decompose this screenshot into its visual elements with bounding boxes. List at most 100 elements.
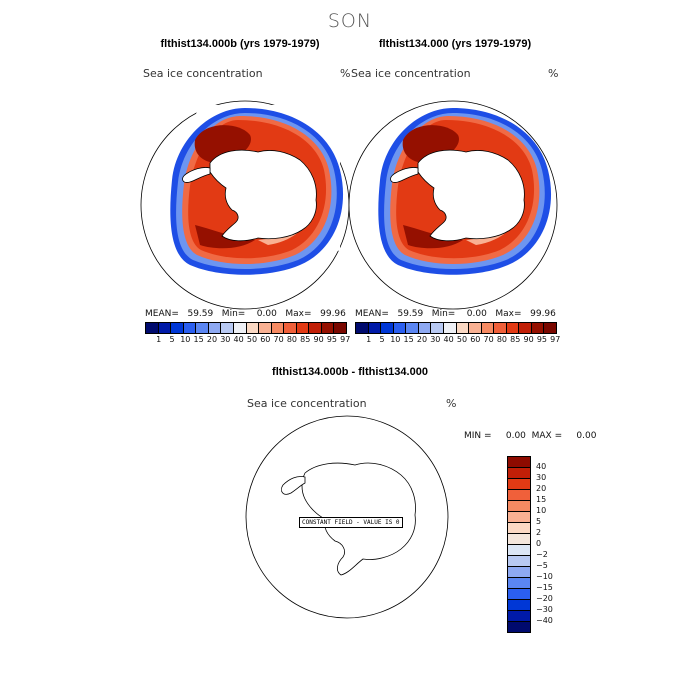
diff-colorbar-swatch (508, 567, 530, 578)
right-colorbar-swatch (393, 323, 407, 333)
diff-colorbar (507, 456, 531, 633)
left-tick-label: 60 (260, 335, 271, 344)
right-tick-label: 90 (523, 335, 534, 344)
diff-tick-label: −20 (536, 594, 553, 603)
left-tick-label: 40 (233, 335, 244, 344)
left-colorbar-swatch (196, 323, 209, 333)
diff-colorbar-swatch (508, 622, 530, 632)
right-tick-label: 5 (379, 335, 385, 344)
diff-colorbar-ticks: 40 30 20 15 10 5 2 0 −2 −5 −10 −15 −20 −… (536, 456, 576, 636)
diff-tick-label: −10 (536, 572, 553, 581)
diff-tick-label: 10 (536, 506, 547, 515)
diff-variable-label: Sea ice concentration (247, 397, 367, 410)
right-variable-label: Sea ice concentration (351, 67, 471, 80)
left-colorbar-swatch (334, 323, 346, 333)
diff-tick-label: −2 (536, 550, 548, 559)
right-colorbar-swatch (456, 323, 470, 333)
right-tick-label: 10 (390, 335, 401, 344)
right-tick-label: 50 (456, 335, 468, 344)
diff-colorbar-swatch (508, 490, 530, 501)
right-colorbar-swatch (443, 323, 457, 333)
left-tick-label: 90 (313, 335, 324, 344)
antarctic-peninsula (182, 167, 211, 183)
antarctica-landmass (209, 149, 317, 242)
left-polar-map (140, 100, 350, 310)
left-colorbar-swatch (284, 323, 297, 333)
right-colorbar-swatch (469, 323, 482, 333)
diff-panel-title: flthist134.000b - flthist134.000 (272, 366, 428, 378)
diff-tick-label: −15 (536, 583, 553, 592)
diff-colorbar-swatch (508, 589, 530, 600)
left-stats: MEAN= 59.59 Min= 0.00 Max= 99.96 (145, 309, 346, 319)
left-colorbar-swatch (221, 323, 234, 333)
diff-tick-label: 15 (536, 495, 547, 504)
antarctica-landmass (417, 149, 525, 242)
right-tick-label: 85 (510, 335, 521, 344)
antarctic-peninsula (390, 167, 419, 183)
left-tick-label: 80 (286, 335, 298, 344)
diff-colorbar-swatch (508, 556, 530, 567)
diff-colorbar-swatch (508, 468, 530, 479)
diff-colorbar-swatch (508, 578, 530, 589)
diff-colorbar-swatch (508, 479, 530, 490)
diff-tick-label: −40 (536, 616, 553, 625)
diff-colorbar-swatch (508, 545, 530, 556)
right-colorbar-swatch (418, 323, 432, 333)
left-colorbar-swatch (271, 323, 285, 333)
left-unit-label: % (340, 67, 351, 80)
left-colorbar-ticks: 1 5 10 15 20 30 40 50 60 70 80 85 90 95 … (152, 335, 352, 344)
diff-stats: MIN = 0.00 MAX = 0.00 (464, 431, 597, 441)
left-tick-label: 50 (246, 335, 258, 344)
right-colorbar-swatch (544, 323, 556, 333)
diff-colorbar-swatch (508, 457, 530, 468)
diff-colorbar-swatch (508, 501, 530, 512)
left-tick-label: 5 (169, 335, 175, 344)
left-colorbar-swatch (233, 323, 247, 333)
right-tick-label: 30 (430, 335, 441, 344)
right-tick-label: 60 (470, 335, 481, 344)
left-colorbar-swatch (296, 323, 310, 333)
right-colorbar-swatch (406, 323, 419, 333)
diff-tick-label: 40 (536, 462, 547, 471)
right-colorbar-swatch (431, 323, 444, 333)
right-colorbar-swatch (531, 323, 545, 333)
diff-colorbar-swatch (508, 600, 530, 611)
right-colorbar-swatch (368, 323, 382, 333)
constant-field-note: CONSTANT FIELD - VALUE IS 0 (299, 517, 403, 528)
left-variable-label: Sea ice concentration (143, 67, 263, 80)
diff-tick-label: 0 (536, 539, 542, 548)
diff-colorbar-swatch (508, 611, 530, 622)
diff-tick-label: −5 (536, 561, 548, 570)
right-tick-label: 97 (550, 335, 561, 344)
diff-tick-label: 5 (536, 517, 542, 526)
left-tick-label: 30 (220, 335, 231, 344)
diff-tick-label: 20 (536, 484, 547, 493)
right-colorbar-swatch (494, 323, 507, 333)
right-colorbar-swatch (481, 323, 495, 333)
right-tick-label: 80 (496, 335, 508, 344)
diff-unit-label: % (446, 397, 457, 410)
left-colorbar-swatch (259, 323, 272, 333)
diff-colorbar-swatch (508, 512, 530, 523)
diff-tick-label: −30 (536, 605, 553, 614)
left-tick-label: 1 (156, 335, 162, 344)
right-colorbar-swatch (381, 323, 394, 333)
diff-colorbar-swatch (508, 523, 530, 534)
left-colorbar-swatch (158, 323, 172, 333)
right-tick-label: 1 (366, 335, 372, 344)
left-tick-label: 10 (180, 335, 191, 344)
left-tick-label: 15 (193, 335, 204, 344)
left-tick-label: 97 (340, 335, 351, 344)
left-tick-label: 20 (206, 335, 218, 344)
right-tick-label: 70 (483, 335, 494, 344)
left-panel-title: flthist134.000b (yrs 1979-1979) (160, 38, 320, 50)
right-stats: MEAN= 59.59 Min= 0.00 Max= 99.96 (355, 309, 556, 319)
left-colorbar-swatch (146, 323, 159, 333)
left-tick-label: 70 (273, 335, 284, 344)
right-panel-title: flthist134.000 (yrs 1979-1979) (378, 38, 532, 50)
right-tick-label: 40 (443, 335, 454, 344)
right-unit-label: % (548, 67, 559, 80)
left-colorbar-swatch (309, 323, 322, 333)
left-colorbar-swatch (321, 323, 335, 333)
right-tick-label: 95 (536, 335, 548, 344)
